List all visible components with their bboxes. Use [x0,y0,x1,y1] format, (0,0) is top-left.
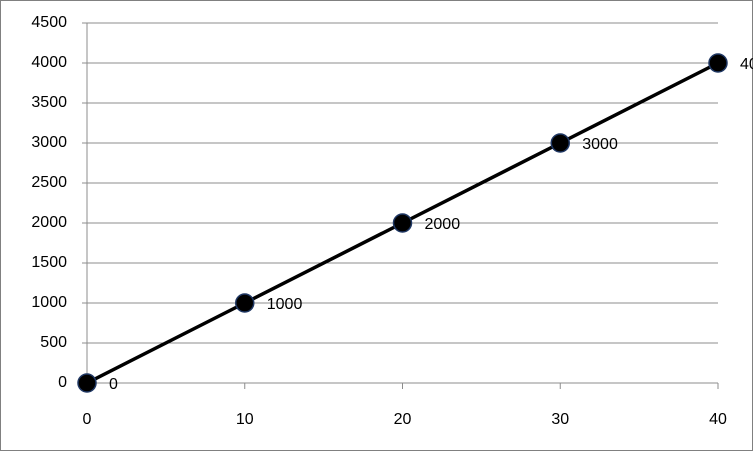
y-tick-label: 0 [58,374,67,391]
y-tick-label: 3500 [31,94,67,111]
data-point [235,293,255,313]
x-tick-label: 40 [709,411,727,428]
y-tick-label: 2000 [31,214,67,231]
data-point [550,133,570,153]
y-tick-label: 4500 [31,14,67,31]
y-tick-label: 3000 [31,134,67,151]
y-tick-label: 4000 [31,54,67,71]
data-point [77,373,97,393]
y-tick-label: 2500 [31,174,67,191]
y-tick-label: 500 [40,334,67,351]
x-tick-label: 0 [83,411,92,428]
y-tick-label: 1500 [31,254,67,271]
data-point [392,213,413,233]
x-tick-label: 10 [236,411,254,428]
data-label: 4000 [740,56,753,73]
y-tick-label: 1000 [31,294,67,311]
data-point [708,53,728,73]
data-label: 3000 [582,136,618,153]
data-label: 2000 [425,216,461,233]
x-tick-label: 30 [551,411,569,428]
data-label: 1000 [267,296,303,313]
x-tick-label: 20 [394,411,412,428]
data-label: 0 [109,376,118,393]
